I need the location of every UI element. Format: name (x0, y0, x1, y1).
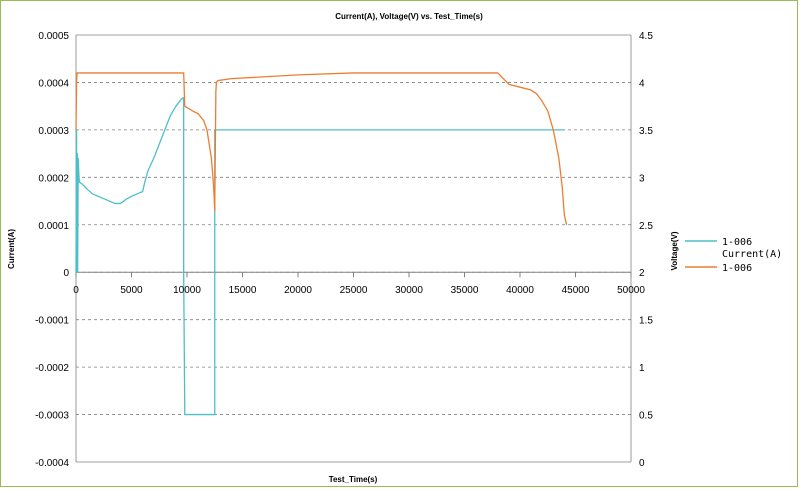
y-axis-left-label: Current(A) (7, 229, 16, 269)
legend-entry-label: 1-006 (722, 237, 752, 248)
y-left-tick-label: 0.0005 (38, 31, 69, 42)
series-voltage-line (75, 72, 568, 225)
y-left-tick-label: -0.0004 (35, 458, 69, 469)
y-right-tick-label: 2.5 (639, 221, 653, 232)
tick-labels: 0.0005 0.0004 0.0003 0.0002 0.0001 0 -0.0001 -0… (35, 31, 653, 469)
y-left-tick-label: 0.0002 (38, 173, 69, 184)
x-tick-label: 50000 (617, 285, 645, 296)
x-tick-label: 25000 (340, 285, 368, 296)
x-tick-label: 5000 (120, 285, 143, 296)
y-left-tick-label: 0 (63, 268, 69, 279)
y-right-tick-label: 1.5 (639, 316, 653, 327)
y-right-tick-label: 0 (639, 458, 645, 469)
y-right-tick-label: 0.5 (639, 411, 653, 422)
x-tick-label: 40000 (506, 285, 534, 296)
y-right-tick-label: 4 (639, 78, 645, 89)
series-current-line (75, 96, 565, 416)
x-tick-label: 45000 (562, 285, 590, 296)
y-left-tick-label: -0.0003 (35, 411, 69, 422)
y-right-tick-label: 1 (639, 363, 645, 374)
y-right-tick-label: 4.5 (639, 31, 653, 42)
y-left-tick-label: 0.0003 (38, 126, 69, 137)
x-tick-label: 10000 (173, 285, 201, 296)
y-axis-right-label: Voltage(V) (670, 231, 679, 270)
x-tick-label: 35000 (451, 285, 479, 296)
x-tick-label: 20000 (284, 285, 312, 296)
y-right-tick-label: 3.5 (639, 126, 653, 137)
y-left-tick-label: 0.0004 (38, 78, 69, 89)
axes (75, 34, 632, 463)
x-tick-label: 15000 (229, 285, 257, 296)
y-right-tick-label: 3 (639, 173, 645, 184)
gridlines (76, 82, 631, 415)
x-tick-label: 0 (73, 285, 79, 296)
y-left-tick-label: -0.0001 (35, 316, 69, 327)
x-axis-label: Test_Time(s) (329, 475, 378, 484)
y-left-tick-label: -0.0002 (35, 363, 69, 374)
y-left-tick-label: 0.0001 (38, 221, 69, 232)
chart-title: Current(A), Voltage(V) vs. Test_Time(s) (335, 12, 483, 21)
legend-entry-label: Current(A) (722, 249, 782, 260)
legend-entry-label: 1-006 (722, 263, 752, 274)
y-right-tick-label: 2 (639, 268, 645, 279)
series-group (75, 72, 568, 416)
x-tick-label: 30000 (395, 285, 423, 296)
